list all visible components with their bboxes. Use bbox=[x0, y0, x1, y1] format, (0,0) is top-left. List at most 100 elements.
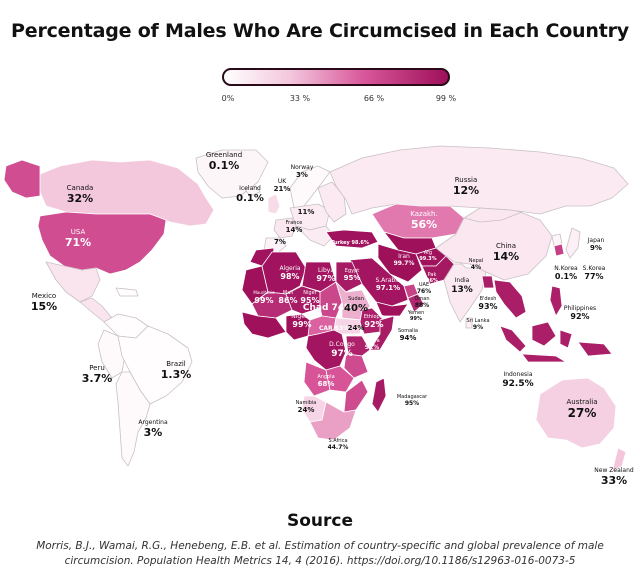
country-value-nigeria: 99% bbox=[292, 320, 311, 329]
country-dr-congo bbox=[305, 329, 347, 371]
country-value-oman: 88% bbox=[415, 302, 429, 309]
country-value-brazil: 1.3% bbox=[161, 368, 192, 381]
country-value-ssudan: 24% bbox=[348, 324, 365, 332]
country-name-egypt: Egypt bbox=[345, 268, 359, 274]
country-name-bangladesh: B'desh bbox=[480, 296, 497, 302]
source-heading: Source bbox=[286, 511, 354, 531]
country-name-argentina: Argentina bbox=[138, 419, 168, 426]
country-mozambique bbox=[343, 379, 369, 413]
country-name-oman: Oman bbox=[414, 296, 429, 302]
country-value-mexico: 15% bbox=[31, 300, 57, 313]
country-yemen bbox=[375, 301, 409, 317]
country-value-iceland: 0.1% bbox=[236, 193, 264, 204]
country-value-spain: 7% bbox=[274, 238, 286, 246]
country-uk bbox=[267, 193, 281, 215]
country-alaska bbox=[3, 159, 41, 199]
label-car: CAR 63% bbox=[319, 325, 349, 332]
country-value-japan: 9% bbox=[590, 244, 602, 252]
country-value-kenya: 91% bbox=[365, 344, 379, 351]
country-value-namibia: 24% bbox=[298, 406, 315, 414]
country-value-canada: 32% bbox=[67, 192, 93, 205]
country-name-afg: Afg bbox=[424, 250, 432, 256]
country-value-greenland: 0.1% bbox=[209, 159, 240, 172]
country-name-nkorea: N.Korea bbox=[554, 265, 578, 272]
country-name-india: India bbox=[455, 277, 470, 284]
country-name-australia: Australia bbox=[567, 398, 598, 406]
country-value-kazakh: 56% bbox=[411, 218, 437, 231]
country-name-yemen: Yemen bbox=[407, 310, 425, 316]
country-name-uae: UAE bbox=[419, 282, 429, 288]
country-usa bbox=[37, 211, 167, 275]
country-name-peru: Peru bbox=[89, 364, 105, 372]
legend-tick-99: 99 % bbox=[435, 94, 457, 103]
country-value-iran: 99.7% bbox=[394, 260, 415, 267]
country-russia bbox=[329, 145, 629, 215]
country-name-kenya: Kenya bbox=[364, 338, 379, 344]
country-value-philippines: 92% bbox=[570, 312, 589, 321]
country-japan bbox=[565, 227, 581, 259]
country-central-america bbox=[79, 297, 113, 323]
legend-tick-66: 66 % bbox=[363, 94, 385, 103]
country-new-zealand bbox=[611, 447, 627, 473]
country-argentina bbox=[115, 371, 151, 467]
country-value-mauritania: 99% bbox=[254, 296, 273, 305]
country-saudi-arabia bbox=[349, 257, 409, 307]
country-name-tanzania: Tanzania bbox=[366, 360, 389, 366]
country-kenya bbox=[345, 335, 371, 357]
country-value-pak: 96% bbox=[426, 278, 438, 284]
country-value-yemen: 99% bbox=[410, 316, 422, 322]
country-value-egypt: 95% bbox=[344, 274, 361, 282]
country-name-greenland: Greenland bbox=[206, 151, 242, 159]
country-value-australia: 27% bbox=[568, 406, 597, 420]
country-value-algeria: 98% bbox=[280, 272, 299, 281]
country-mexico bbox=[45, 261, 101, 303]
country-name-somalia: Somalia bbox=[398, 328, 418, 334]
country-name-pak: Pak bbox=[428, 272, 437, 278]
country-tanzania bbox=[343, 353, 369, 379]
country-name-iceland: Iceland bbox=[239, 185, 261, 192]
country-angola bbox=[303, 361, 331, 397]
country-australia bbox=[535, 377, 617, 449]
country-madagascar bbox=[371, 377, 387, 413]
country-caribbean bbox=[115, 287, 139, 297]
country-name-usa: USA bbox=[71, 228, 86, 236]
country-turkey bbox=[325, 229, 379, 249]
country-value-newzealand: 33% bbox=[601, 474, 627, 487]
country-value-saudi: 97.1% bbox=[376, 284, 400, 292]
country-value-drc: 97% bbox=[331, 349, 353, 359]
country-west-africa bbox=[241, 311, 287, 339]
source-citation: Morris, B.J., Wamai, R.G., Henebeng, E.B… bbox=[36, 540, 604, 567]
country-value-france: 14% bbox=[286, 226, 303, 234]
country-france bbox=[273, 217, 297, 239]
country-value-russia: 12% bbox=[453, 184, 479, 197]
country-value-sudan: 40% bbox=[344, 303, 368, 314]
country-south-africa bbox=[309, 401, 357, 441]
country-value-somalia: 94% bbox=[400, 334, 417, 342]
country-name-indonesia: Indonesia bbox=[503, 371, 532, 378]
country-indonesia-java bbox=[521, 353, 567, 363]
country-name-nigeria: Nigeria bbox=[291, 313, 313, 320]
country-value-indonesia: 92.5% bbox=[502, 379, 533, 389]
country-name-drc: D.Congo bbox=[329, 341, 355, 348]
country-name-niger: Niger bbox=[303, 290, 317, 296]
country-oman bbox=[407, 293, 425, 313]
country-value-germany: 11% bbox=[298, 208, 315, 216]
country-name-algeria: Algeria bbox=[279, 265, 300, 272]
country-name-namibia: Namibia bbox=[296, 400, 317, 406]
country-name-madagascar: Madagascar bbox=[397, 394, 428, 400]
country-name-mexico: Mexico bbox=[32, 292, 56, 300]
color-scale-bar bbox=[222, 68, 450, 86]
country-name-china: China bbox=[496, 242, 516, 250]
country-name-sudan: Sudan bbox=[348, 296, 364, 302]
country-south-korea bbox=[553, 243, 565, 257]
country-iceland bbox=[243, 185, 261, 197]
country-value-libya: 97% bbox=[316, 274, 335, 283]
country-name-angola: Angola bbox=[317, 374, 334, 380]
country-name-uk: UK bbox=[278, 178, 287, 185]
country-name-iran: Iran bbox=[398, 253, 410, 260]
country-value-safrica: 44.7% bbox=[328, 444, 349, 451]
country-south-sudan bbox=[333, 317, 363, 335]
country-egypt bbox=[335, 261, 363, 293]
country-india bbox=[443, 263, 487, 323]
